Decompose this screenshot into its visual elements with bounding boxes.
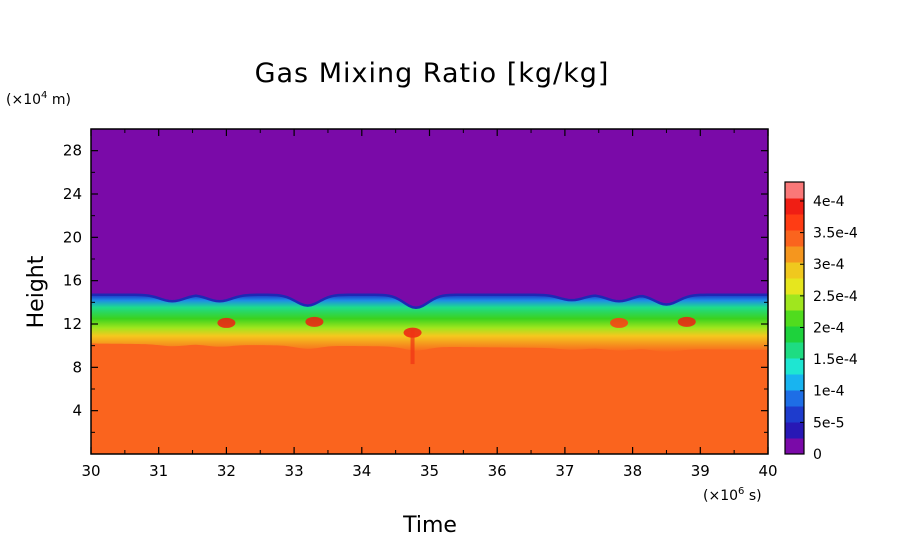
field-hotspot xyxy=(217,317,236,328)
heatmap-field xyxy=(91,129,768,454)
colorbar-swatch xyxy=(785,310,804,327)
field-upper xyxy=(91,129,768,308)
colorbar-tick-label: 4e-4 xyxy=(813,194,845,210)
colorbar-swatch xyxy=(785,246,804,263)
field-hotspot xyxy=(305,316,324,327)
y-tick-label: 16 xyxy=(63,272,82,290)
x-tick-label: 36 xyxy=(488,462,507,480)
x-tick-label: 38 xyxy=(623,462,642,480)
colorbar: 0 5e-5 1e-4 1.5e-4 2e-4 2.5e-4 3e-4 3.5e-4 4e-4 xyxy=(784,181,858,463)
colorbar-frame xyxy=(784,181,805,455)
colorbar-swatch xyxy=(785,438,804,455)
colorbar-swatch xyxy=(785,342,804,359)
colorbar-tick-label: 3.5e-4 xyxy=(813,226,858,242)
colorbar-tick-label: 3e-4 xyxy=(813,257,845,273)
y-tick-label: 4 xyxy=(72,402,82,420)
y-axis: 4 8 12 16 20 24 28 xyxy=(63,142,768,433)
y-tick-label: 8 xyxy=(72,358,82,376)
colorbar-swatch xyxy=(785,390,804,407)
colorbar-tick-label: 2e-4 xyxy=(813,320,845,336)
y-tick-label: 24 xyxy=(63,185,82,203)
chart-title: Gas Mixing Ratio [kg/kg] xyxy=(255,58,610,89)
colorbar-swatch xyxy=(785,294,804,311)
x-unit-label: (×106 s) xyxy=(703,486,762,504)
y-axis-label: Height xyxy=(24,255,49,328)
field-boundary xyxy=(91,293,768,310)
field-plume xyxy=(410,329,415,365)
colorbar-swatch xyxy=(785,182,804,199)
x-tick-label: 32 xyxy=(217,462,236,480)
colorbar-tick-label: 1e-4 xyxy=(813,384,845,400)
x-tick-label: 39 xyxy=(691,462,710,480)
colorbar-swatch xyxy=(785,214,804,231)
x-tick-label: 30 xyxy=(81,462,100,480)
x-axis: 30 31 32 33 34 35 36 37 38 39 40 xyxy=(81,129,778,480)
colorbar-tick-label: 2.5e-4 xyxy=(813,289,858,305)
colorbar-swatch xyxy=(785,230,804,247)
y-unit-label: (×104 m) xyxy=(6,90,71,108)
colorbar-swatch xyxy=(785,326,804,343)
colorbar-swatch xyxy=(785,422,804,439)
field-hotspot xyxy=(677,316,696,327)
y-tick-label: 28 xyxy=(63,142,82,160)
colorbar-swatch xyxy=(785,278,804,295)
colorbar-swatch xyxy=(785,262,804,279)
x-tick-label: 33 xyxy=(285,462,304,480)
field-hotspot xyxy=(610,317,629,328)
colorbar-tick-label: 1.5e-4 xyxy=(813,352,858,368)
y-tick-label: 20 xyxy=(63,228,82,246)
x-tick-label: 31 xyxy=(149,462,168,480)
colorbar-swatch xyxy=(785,406,804,423)
colorbar-tick-label: 5e-5 xyxy=(813,415,844,431)
x-tick-label: 37 xyxy=(555,462,574,480)
x-tick-label: 40 xyxy=(758,462,777,480)
x-tick-label: 34 xyxy=(352,462,371,480)
colorbar-swatch xyxy=(785,374,804,391)
colorbar-tick-label: 0 xyxy=(813,447,822,463)
x-axis-label: Time xyxy=(402,513,457,538)
colorbar-swatch xyxy=(785,198,804,215)
field-transition-band xyxy=(91,294,768,352)
colorbar-swatch xyxy=(785,358,804,375)
x-tick-label: 35 xyxy=(420,462,439,480)
y-tick-label: 12 xyxy=(63,315,82,333)
